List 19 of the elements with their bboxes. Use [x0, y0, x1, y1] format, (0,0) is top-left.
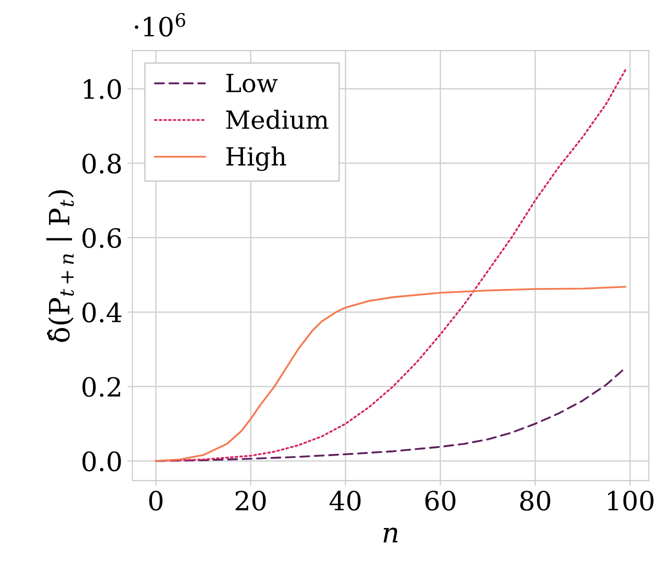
x-tick-label: 20	[236, 490, 266, 511]
y-tick-label: 0.2	[82, 376, 120, 397]
y-tick-label: 0.8	[82, 154, 121, 174]
legend-label: Medium	[226, 110, 328, 130]
y-tick-label: 0.6	[82, 228, 122, 248]
text: ·10$^{6}$	[134, 13, 186, 37]
line-series	[154, 286, 626, 462]
x-tick-label: 100	[608, 490, 654, 511]
x-axis-title: n	[384, 528, 398, 542]
x-tick-label: 0	[149, 490, 163, 511]
y-axis-title: δ̂(P$_{t+n}$ ∣ P$_{t}$)	[46, 190, 74, 342]
legend-label: High	[226, 146, 286, 172]
y-tick-label: 0.0	[82, 451, 121, 472]
y-tick-label: 0.4	[82, 302, 122, 322]
x-tick-label: 60	[425, 490, 456, 511]
legend-label: Low	[226, 74, 278, 92]
y-tick-label: 1.0	[84, 79, 121, 100]
x-tick-label: 80	[520, 490, 550, 511]
x-tick-label: 40	[330, 490, 361, 511]
